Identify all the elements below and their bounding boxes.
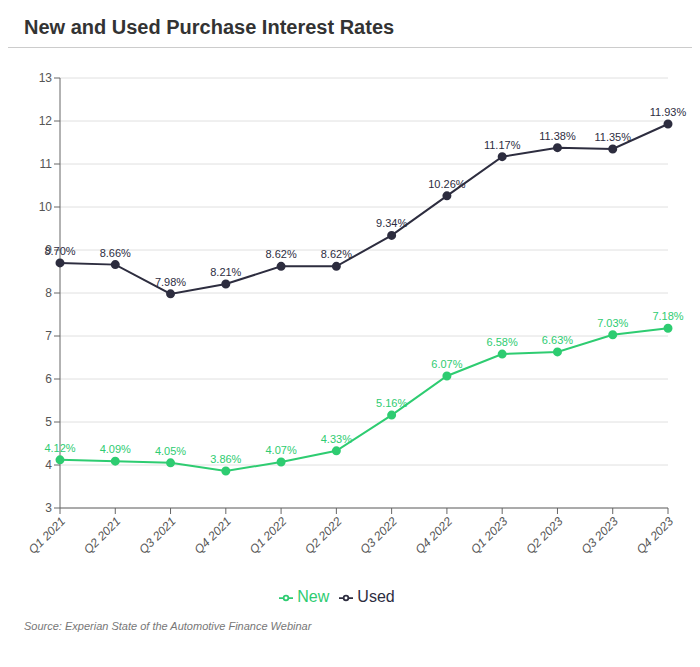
- svg-text:4.09%: 4.09%: [100, 443, 131, 455]
- svg-text:Q1 2021: Q1 2021: [26, 514, 68, 556]
- svg-text:8.62%: 8.62%: [321, 248, 352, 260]
- svg-text:Q2 2023: Q2 2023: [523, 514, 566, 557]
- svg-text:4.05%: 4.05%: [155, 445, 186, 457]
- svg-text:Q3 2022: Q3 2022: [357, 514, 400, 557]
- svg-text:6.63%: 6.63%: [542, 334, 573, 346]
- svg-text:Q3 2021: Q3 2021: [136, 514, 178, 556]
- svg-text:8.66%: 8.66%: [100, 247, 131, 259]
- svg-text:7.03%: 7.03%: [597, 317, 628, 329]
- html-text:New and Used Purchase Interest: New and Used Purchase Interest Rates: [24, 16, 395, 38]
- svg-text:11.35%: 11.35%: [594, 131, 631, 143]
- svg-text:10: 10: [39, 200, 53, 214]
- svg-text:4.12%: 4.12%: [44, 442, 75, 454]
- svg-text:12: 12: [39, 114, 53, 128]
- svg-text:4.07%: 4.07%: [265, 444, 296, 456]
- svg-text:4.33%: 4.33%: [321, 433, 352, 445]
- svg-text:11.38%: 11.38%: [539, 130, 576, 142]
- svg-text:3: 3: [45, 501, 52, 515]
- svg-text:11.17%: 11.17%: [484, 139, 521, 151]
- svg-text:Q1 2023: Q1 2023: [468, 514, 511, 557]
- svg-text:Q2 2022: Q2 2022: [302, 514, 345, 557]
- svg-text:11.93%: 11.93%: [650, 106, 687, 118]
- svg-text:13: 13: [39, 71, 53, 85]
- html-text:Used: Used: [357, 588, 395, 605]
- svg-text:5: 5: [45, 415, 52, 429]
- svg-text:Q4 2023: Q4 2023: [634, 514, 677, 557]
- svg-text:10.26%: 10.26%: [428, 178, 466, 190]
- svg-text:Q1 2022: Q1 2022: [247, 514, 290, 557]
- svg-text:7: 7: [45, 329, 52, 343]
- svg-text:5.16%: 5.16%: [376, 397, 407, 409]
- svg-text:9.34%: 9.34%: [376, 217, 407, 229]
- html-text:New: New: [297, 588, 330, 605]
- svg-text:8.62%: 8.62%: [265, 248, 296, 260]
- svg-text:8.70%: 8.70%: [44, 245, 75, 257]
- svg-text:7.98%: 7.98%: [155, 276, 186, 288]
- svg-text:7.18%: 7.18%: [652, 310, 683, 322]
- svg-text:11: 11: [40, 157, 53, 171]
- svg-text:Q4 2021: Q4 2021: [192, 514, 234, 556]
- svg-text:Q2 2021: Q2 2021: [81, 514, 123, 556]
- html-text:Source: Experian State of the: Source: Experian State of the Automotive…: [24, 620, 312, 632]
- svg-text:4: 4: [45, 458, 52, 472]
- svg-text:Q3 2023: Q3 2023: [578, 514, 621, 557]
- svg-text:6: 6: [45, 372, 52, 386]
- svg-text:3.86%: 3.86%: [210, 453, 241, 465]
- svg-text:8.21%: 8.21%: [210, 266, 241, 278]
- svg-text:8: 8: [45, 286, 52, 300]
- svg-text:6.07%: 6.07%: [431, 358, 462, 370]
- svg-text:6.58%: 6.58%: [487, 336, 518, 348]
- svg-text:Q4 2022: Q4 2022: [413, 514, 456, 557]
